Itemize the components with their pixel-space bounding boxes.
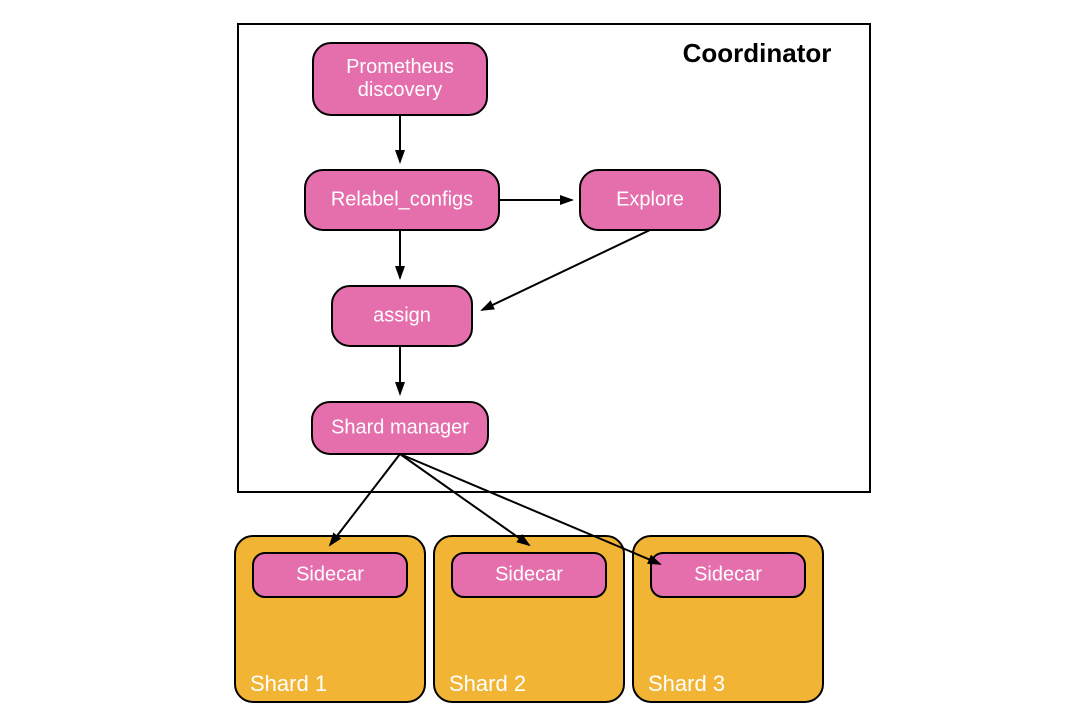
assign-label: assign — [373, 304, 431, 326]
shard2-label: Shard 2 — [449, 671, 526, 696]
edge-shardmgr-sidecar1 — [330, 454, 400, 545]
shard3-sidecar-label: Sidecar — [694, 563, 762, 585]
coordinator-title: Coordinator — [683, 38, 832, 68]
shard1-label: Shard 1 — [250, 671, 327, 696]
prometheus-label: Prometheus — [346, 56, 454, 78]
shard2-sidecar-label: Sidecar — [495, 563, 563, 585]
shard1-sidecar-label: Sidecar — [296, 563, 364, 585]
shard3-label: Shard 3 — [648, 671, 725, 696]
relabel-label: Relabel_configs — [331, 188, 473, 210]
prometheus-label: discovery — [358, 79, 442, 101]
edge-explore-assign — [482, 230, 650, 310]
explore-label: Explore — [616, 188, 684, 210]
shardmgr-label: Shard manager — [331, 416, 469, 438]
architecture-diagram: Coordinator Shard 1 Sidecar Shard 2 Sidecar S… — [0, 0, 1080, 714]
